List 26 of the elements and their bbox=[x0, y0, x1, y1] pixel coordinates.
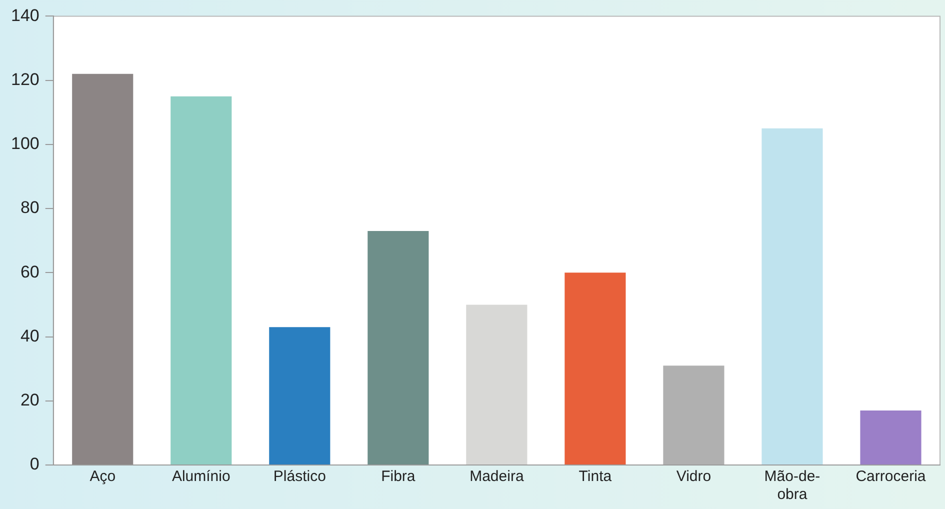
x-tick-label: Tinta bbox=[578, 468, 612, 486]
y-tick-label: 40 bbox=[20, 326, 40, 346]
x-tick-label: Vidro bbox=[676, 468, 712, 486]
x-tick-label: Mão-de-obra bbox=[764, 468, 820, 504]
y-tick-label: 20 bbox=[20, 390, 40, 410]
x-tick-label: Alumínio bbox=[172, 468, 230, 486]
y-tick-label: 140 bbox=[10, 6, 40, 25]
bar bbox=[860, 410, 922, 464]
y-tick-label: 100 bbox=[10, 134, 40, 154]
x-tick-label: Fibra bbox=[381, 468, 416, 486]
bar bbox=[269, 327, 330, 464]
x-tick-label: Madeira bbox=[470, 468, 524, 486]
y-tick-label: 120 bbox=[10, 70, 40, 89]
bar bbox=[762, 128, 823, 464]
bar bbox=[663, 366, 724, 464]
bar bbox=[170, 96, 232, 464]
bar bbox=[368, 230, 429, 464]
y-tick-label: 80 bbox=[20, 198, 40, 218]
x-tick-label: Plástico bbox=[273, 468, 326, 486]
bar bbox=[72, 74, 134, 464]
y-tick-label: 60 bbox=[20, 262, 40, 282]
x-tick-label: Carroceria bbox=[856, 468, 926, 486]
bar bbox=[466, 304, 528, 464]
y-tick-label: 0 bbox=[30, 454, 40, 474]
x-tick-label: Aço bbox=[90, 468, 116, 486]
bar bbox=[564, 272, 626, 464]
